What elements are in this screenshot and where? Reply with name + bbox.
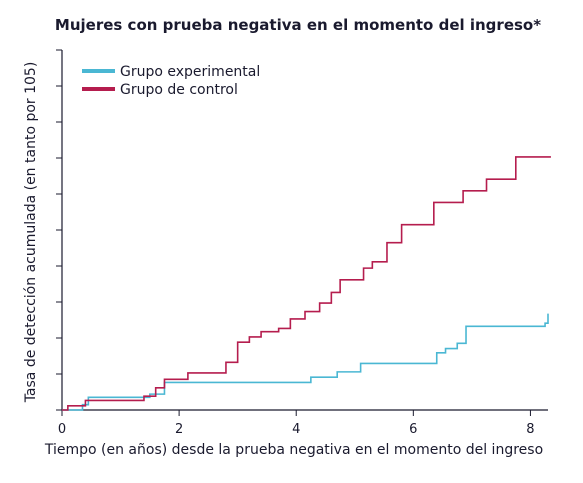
x-tick-label: 8 bbox=[526, 422, 534, 437]
series-line-control bbox=[62, 156, 551, 411]
x-axis-label: Tiempo (en años) desde la prueba negativ… bbox=[44, 442, 543, 458]
chart-title: Mujeres con prueba negativa en el moment… bbox=[55, 16, 541, 34]
legend: Grupo experimental Grupo de control bbox=[82, 64, 260, 98]
legend-label-control: Grupo de control bbox=[120, 82, 238, 98]
y-axis-label: Tasa de detección acumulada (en tanto po… bbox=[23, 62, 39, 404]
x-tick-label: 6 bbox=[409, 422, 417, 437]
x-tick-label: 2 bbox=[175, 422, 183, 437]
axes: 0 2 4 6 8 bbox=[56, 49, 548, 437]
legend-label-experimental: Grupo experimental bbox=[120, 64, 260, 80]
series-layer bbox=[62, 156, 551, 411]
x-tick-label: 0 bbox=[58, 422, 66, 437]
x-tick-label: 4 bbox=[292, 422, 300, 437]
series-line-experimental bbox=[62, 313, 549, 411]
